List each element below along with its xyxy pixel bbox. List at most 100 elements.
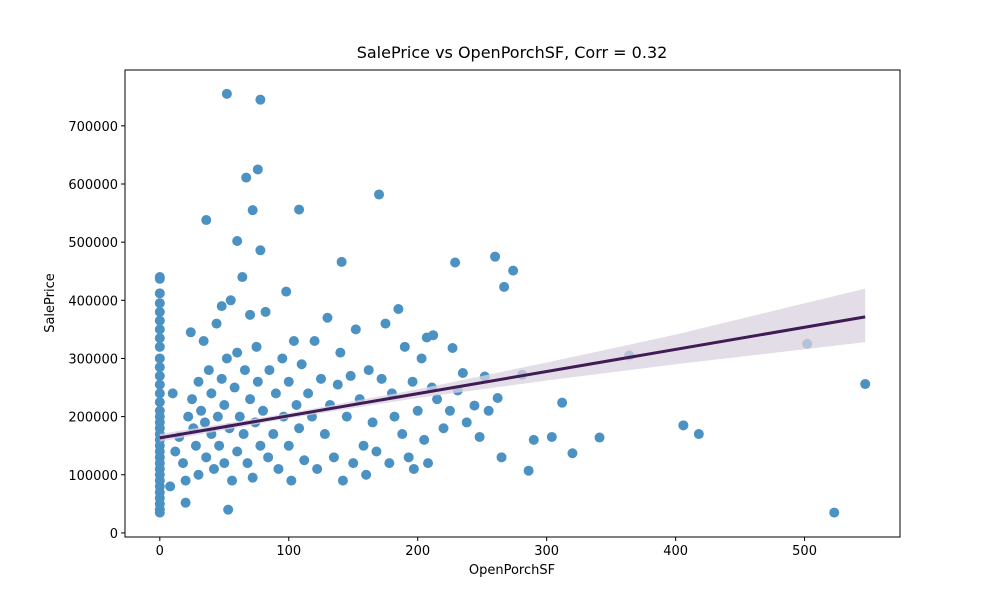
- point: [403, 452, 414, 463]
- point: [337, 475, 348, 486]
- point: [408, 463, 419, 474]
- plot-frame: [124, 69, 901, 538]
- point: [389, 411, 400, 422]
- point: [490, 251, 501, 262]
- point: [239, 365, 250, 376]
- point: [252, 164, 263, 175]
- point: [154, 379, 165, 390]
- point: [165, 481, 176, 492]
- point: [206, 388, 217, 399]
- point: [499, 281, 510, 292]
- point: [247, 472, 258, 483]
- point: [374, 189, 385, 200]
- point: [283, 440, 294, 451]
- point: [199, 417, 210, 428]
- point: [252, 376, 263, 387]
- point: [567, 448, 578, 459]
- point: [178, 458, 189, 469]
- point: [255, 245, 266, 256]
- point: [170, 446, 181, 457]
- point: [457, 367, 468, 378]
- point: [238, 429, 249, 440]
- point: [255, 94, 266, 105]
- point: [294, 423, 305, 434]
- point: [154, 306, 165, 317]
- x-tick-label: 200: [405, 544, 430, 559]
- point: [227, 475, 238, 486]
- point: [154, 405, 165, 416]
- point: [154, 272, 165, 283]
- point: [201, 452, 212, 463]
- point: [232, 235, 243, 246]
- point: [193, 376, 204, 387]
- y-tick-label: 400000: [68, 294, 118, 309]
- point: [154, 298, 165, 309]
- point: [180, 475, 191, 486]
- point: [350, 324, 361, 335]
- point: [264, 365, 275, 376]
- point: [384, 458, 395, 469]
- point: [371, 446, 382, 457]
- x-tick-label: 0: [156, 544, 164, 559]
- point: [294, 204, 305, 215]
- point: [154, 397, 165, 408]
- point: [212, 411, 223, 422]
- point: [187, 394, 198, 405]
- point: [219, 399, 230, 410]
- point: [255, 440, 266, 451]
- point: [154, 370, 165, 381]
- x-tick-label: 400: [663, 544, 688, 559]
- point: [154, 362, 165, 373]
- point: [345, 370, 356, 381]
- point: [829, 507, 840, 518]
- point: [508, 265, 519, 276]
- point: [309, 336, 320, 347]
- point: [219, 458, 230, 469]
- point: [319, 429, 330, 440]
- y-axis-label: SalePrice: [43, 273, 58, 333]
- point: [361, 469, 372, 480]
- point: [528, 434, 539, 445]
- point: [860, 379, 871, 390]
- chart-title: SalePrice vs OpenPorchSF, Corr = 0.32: [357, 43, 668, 62]
- point: [423, 458, 434, 469]
- point: [447, 342, 458, 353]
- point: [225, 295, 236, 306]
- y-tick-label: 300000: [68, 352, 118, 367]
- point: [399, 341, 410, 352]
- point: [419, 434, 430, 445]
- point: [444, 405, 455, 416]
- point: [214, 440, 225, 451]
- y-tick-label: 100000: [68, 469, 118, 484]
- point: [546, 431, 557, 442]
- point: [296, 359, 307, 370]
- point: [693, 429, 704, 440]
- point: [288, 336, 299, 347]
- x-tick-label: 300: [534, 544, 559, 559]
- y-tick-label: 200000: [68, 411, 118, 426]
- point: [216, 301, 227, 312]
- point: [223, 504, 234, 515]
- y-tick-label: 0: [110, 527, 118, 542]
- point: [208, 463, 219, 474]
- point: [341, 411, 352, 422]
- point: [211, 318, 222, 329]
- point: [260, 306, 271, 317]
- point: [245, 394, 256, 405]
- point: [407, 376, 418, 387]
- point: [492, 393, 503, 404]
- point: [557, 397, 568, 408]
- point: [336, 256, 347, 267]
- x-tick-label: 100: [276, 544, 301, 559]
- point: [523, 465, 534, 476]
- point: [312, 463, 323, 474]
- point: [234, 411, 245, 422]
- point: [363, 365, 374, 376]
- point: [594, 432, 605, 443]
- point: [154, 288, 165, 299]
- point: [201, 215, 212, 226]
- y-tick-label: 600000: [68, 178, 118, 193]
- point: [180, 497, 191, 508]
- point: [281, 286, 292, 297]
